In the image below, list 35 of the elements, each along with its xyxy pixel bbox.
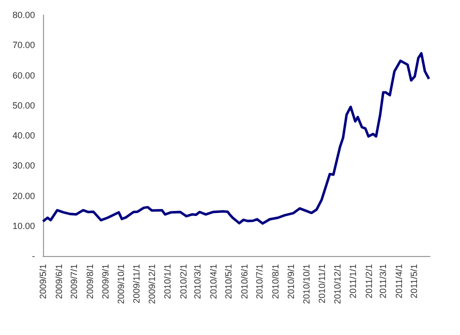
x-tick-label: 2009/12/1 bbox=[146, 264, 157, 304]
y-tick-label: 80.00 bbox=[12, 10, 35, 20]
x-tick-label: 2009/5/1 bbox=[38, 264, 48, 300]
x-tick-label: 2010/2/1 bbox=[178, 264, 188, 300]
y-tick-label: 30.00 bbox=[12, 160, 35, 171]
x-tick-label: 2010/7/1 bbox=[254, 264, 265, 300]
y-tick-label: - bbox=[32, 251, 35, 261]
y-tick-label: 60.00 bbox=[12, 70, 35, 80]
line-series bbox=[42, 52, 430, 225]
x-tick-label: 2009/10/1 bbox=[116, 264, 126, 304]
x-tick-label: 2009/6/1 bbox=[54, 264, 64, 300]
x-tick-label: 2010/5/1 bbox=[224, 264, 234, 300]
y-tick-label: 10.00 bbox=[12, 220, 35, 231]
x-tick-label: 2011/5/1 bbox=[409, 264, 420, 298]
x-tick-label: 2009/8/1 bbox=[84, 264, 95, 300]
x-tick-label: 2010/3/1 bbox=[192, 264, 203, 300]
x-tick-label: 2009/7/1 bbox=[69, 264, 80, 300]
x-tick-label: 2010/9/1 bbox=[286, 264, 296, 300]
x-tick-label: 2011/4/1 bbox=[394, 264, 404, 298]
x-tick-label: 2010/11/1 bbox=[317, 264, 328, 304]
x-tick-label: 2010/1/1 bbox=[162, 264, 173, 300]
y-tick-label: 70.00 bbox=[12, 40, 35, 50]
x-tick-label: 2010/10/1 bbox=[301, 264, 312, 304]
x-tick-label: 2011/1/1 bbox=[348, 264, 358, 298]
x-tick-label: 2009/9/1 bbox=[100, 264, 111, 300]
y-tick-label: 20.00 bbox=[12, 190, 35, 201]
x-tick-label: 2011/2/1 bbox=[364, 264, 374, 298]
y-tick-label: 50.00 bbox=[12, 100, 35, 110]
y-tick-label: 40.00 bbox=[12, 130, 35, 140]
x-tick-label: 2010/8/1 bbox=[270, 264, 280, 300]
x-tick-label: 2010/4/1 bbox=[208, 264, 218, 300]
x-tick-label: 2010/6/1 bbox=[239, 264, 250, 300]
x-tick-label: 2011/3/1 bbox=[378, 264, 388, 298]
x-tick-label: 2010/12/1 bbox=[332, 264, 342, 304]
x-tick-label: 2009/11/1 bbox=[132, 264, 142, 304]
